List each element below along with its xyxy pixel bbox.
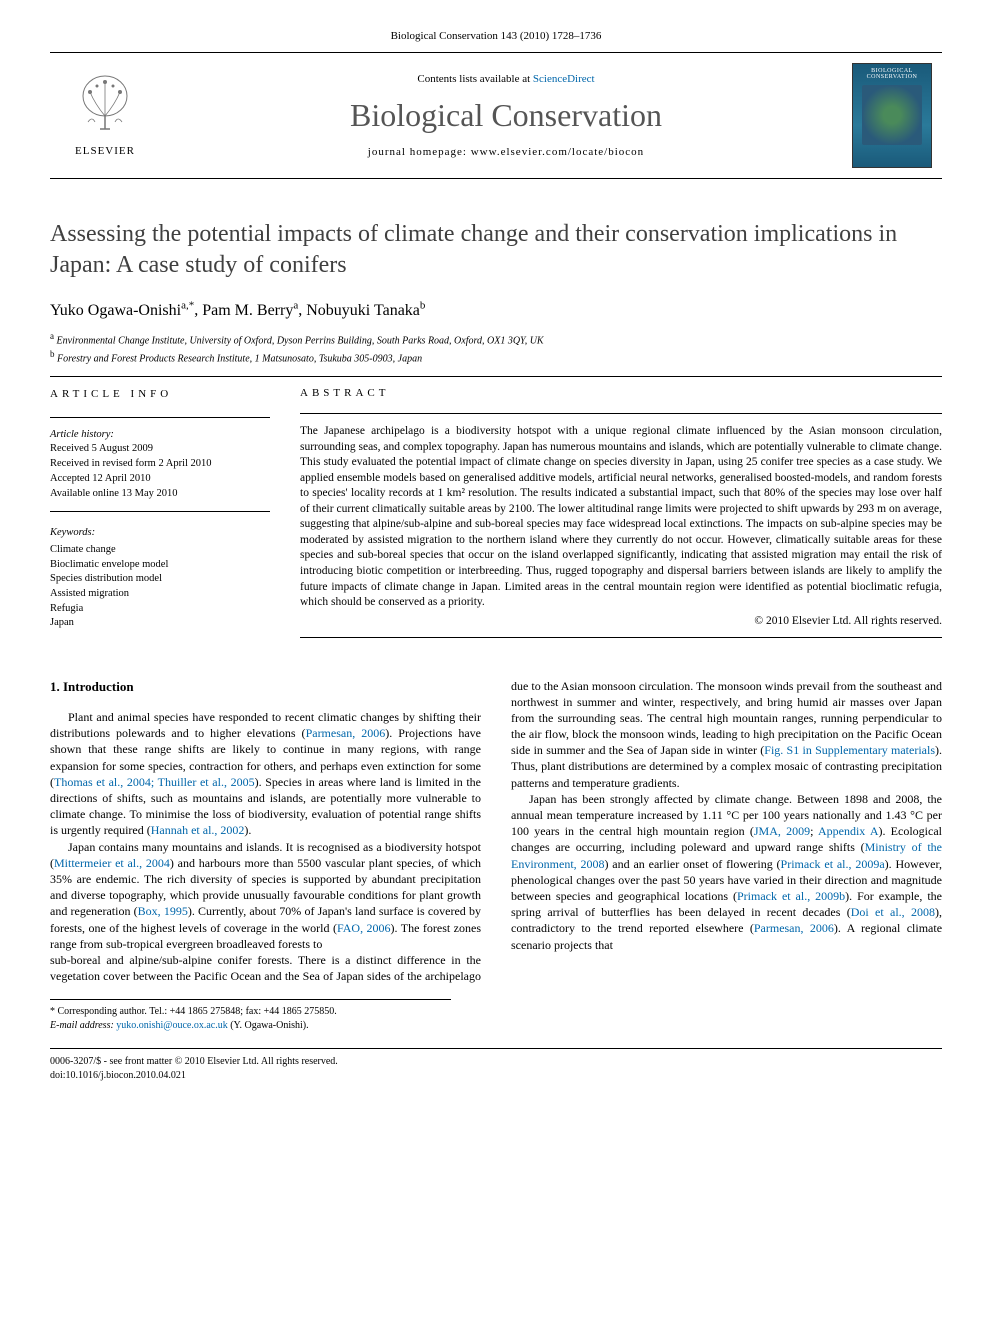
history-revised: Received in revised form 2 April 2010 bbox=[50, 457, 270, 472]
contents-line: Contents lists available at ScienceDirec… bbox=[175, 73, 837, 85]
intro-heading: 1. Introduction bbox=[50, 678, 481, 696]
citation-text: Biological Conservation 143 (2010) 1728–… bbox=[391, 30, 602, 42]
footer-copyright: 0006-3207/$ - see front matter © 2010 El… bbox=[50, 1055, 942, 1069]
citation-link[interactable]: Parmesan, 2006 bbox=[754, 921, 834, 935]
corresponding-email-line: E-mail address: yuko.onishi@ouce.ox.ac.u… bbox=[50, 1019, 451, 1033]
citation-link[interactable]: Primack et al., 2009a bbox=[781, 857, 885, 871]
abstract-heading: ABSTRACT bbox=[300, 387, 942, 399]
citation-link[interactable]: Thomas et al., 2004; Thuiller et al., 20… bbox=[54, 775, 255, 789]
history-label: Article history: bbox=[50, 428, 270, 443]
sciencedirect-link[interactable]: ScienceDirect bbox=[533, 73, 595, 85]
email-link[interactable]: yuko.onishi@ouce.ox.ac.uk bbox=[116, 1020, 227, 1031]
keyword-list: Climate change Bioclimatic envelope mode… bbox=[50, 543, 270, 631]
divider bbox=[300, 413, 942, 414]
citation-header: Biological Conservation 143 (2010) 1728–… bbox=[50, 30, 942, 42]
body-section: 1. Introduction Plant and animal species… bbox=[50, 678, 942, 985]
affiliations: a Environmental Change Institute, Univer… bbox=[50, 330, 942, 367]
copyright-line: © 2010 Elsevier Ltd. All rights reserved… bbox=[300, 615, 942, 627]
keyword: Assisted migration bbox=[50, 587, 270, 602]
citation-link[interactable]: Doi et al., 2008 bbox=[851, 905, 935, 919]
citation-link[interactable]: Primack et al., 2009b bbox=[737, 889, 845, 903]
citation-link[interactable]: Hannah et al., 2002 bbox=[151, 823, 245, 837]
citation-link[interactable]: JMA, 2009 bbox=[754, 824, 810, 838]
footer: 0006-3207/$ - see front matter © 2010 El… bbox=[50, 1048, 942, 1083]
journal-cover-thumbnail: BIOLOGICAL CONSERVATION bbox=[852, 63, 932, 168]
masthead: ELSEVIER Contents lists available at Sci… bbox=[50, 52, 942, 179]
abstract-column: ABSTRACT The Japanese archipelago is a b… bbox=[300, 387, 942, 647]
keyword: Japan bbox=[50, 616, 270, 631]
cover-image-icon bbox=[862, 85, 922, 145]
article-info-column: ARTICLE INFO Article history: Received 5… bbox=[50, 387, 270, 647]
citation-link[interactable]: Parmesan, 2006 bbox=[306, 726, 386, 740]
journal-name: Biological Conservation bbox=[175, 97, 837, 134]
elsevier-tree-icon bbox=[70, 74, 140, 142]
keywords-label: Keywords: bbox=[50, 526, 270, 541]
author-3: Nobuyuki Tanakab bbox=[306, 302, 425, 319]
intro-p2: Japan contains many mountains and island… bbox=[50, 839, 481, 952]
divider bbox=[50, 511, 270, 512]
divider bbox=[50, 376, 942, 377]
citation-link[interactable]: Box, 1995 bbox=[138, 904, 188, 918]
divider bbox=[300, 637, 942, 638]
keyword: Refugia bbox=[50, 602, 270, 617]
masthead-center: Contents lists available at ScienceDirec… bbox=[175, 73, 837, 158]
authors-line: Yuko Ogawa-Onishia,*, Pam M. Berrya, Nob… bbox=[50, 299, 942, 319]
contents-prefix: Contents lists available at bbox=[417, 73, 532, 85]
history-accepted: Accepted 12 April 2010 bbox=[50, 472, 270, 487]
article-title: Assessing the potential impacts of clima… bbox=[50, 219, 942, 281]
info-abstract-grid: ARTICLE INFO Article history: Received 5… bbox=[50, 387, 942, 647]
history-online: Available online 13 May 2010 bbox=[50, 487, 270, 502]
keyword: Species distribution model bbox=[50, 572, 270, 587]
homepage-url[interactable]: www.elsevier.com/locate/biocon bbox=[471, 146, 644, 158]
citation-link[interactable]: FAO, 2006 bbox=[337, 921, 391, 935]
publisher-name: ELSEVIER bbox=[75, 145, 135, 157]
homepage-line: journal homepage: www.elsevier.com/locat… bbox=[175, 146, 837, 158]
author-1: Yuko Ogawa-Onishia,* bbox=[50, 302, 194, 319]
keyword: Climate change bbox=[50, 543, 270, 558]
citation-link[interactable]: Appendix A bbox=[818, 824, 879, 838]
intro-p1: Plant and animal species have responded … bbox=[50, 709, 481, 839]
article-info-heading: ARTICLE INFO bbox=[50, 387, 270, 402]
affiliation-b: b Forestry and Forest Products Research … bbox=[50, 348, 942, 366]
abstract-text: The Japanese archipelago is a biodiversi… bbox=[300, 424, 942, 610]
history-received: Received 5 August 2009 bbox=[50, 442, 270, 457]
divider bbox=[50, 417, 270, 418]
keyword: Bioclimatic envelope model bbox=[50, 558, 270, 573]
footer-doi: doi:10.1016/j.biocon.2010.04.021 bbox=[50, 1069, 942, 1083]
citation-link[interactable]: Mittermeier et al., 2004 bbox=[54, 856, 170, 870]
corresponding-label: * Corresponding author. Tel.: +44 1865 2… bbox=[50, 1005, 451, 1019]
intro-p4: Japan has been strongly affected by clim… bbox=[511, 791, 942, 953]
two-column-body: 1. Introduction Plant and animal species… bbox=[50, 678, 942, 985]
citation-link[interactable]: Fig. S1 in Supplementary materials bbox=[764, 743, 935, 757]
cover-title: BIOLOGICAL CONSERVATION bbox=[857, 68, 927, 80]
affiliation-a: a Environmental Change Institute, Univer… bbox=[50, 330, 942, 348]
homepage-prefix: journal homepage: bbox=[368, 146, 471, 158]
author-2: Pam M. Berrya bbox=[202, 302, 298, 319]
corresponding-author-note: * Corresponding author. Tel.: +44 1865 2… bbox=[50, 999, 451, 1033]
publisher-logo: ELSEVIER bbox=[50, 74, 160, 157]
